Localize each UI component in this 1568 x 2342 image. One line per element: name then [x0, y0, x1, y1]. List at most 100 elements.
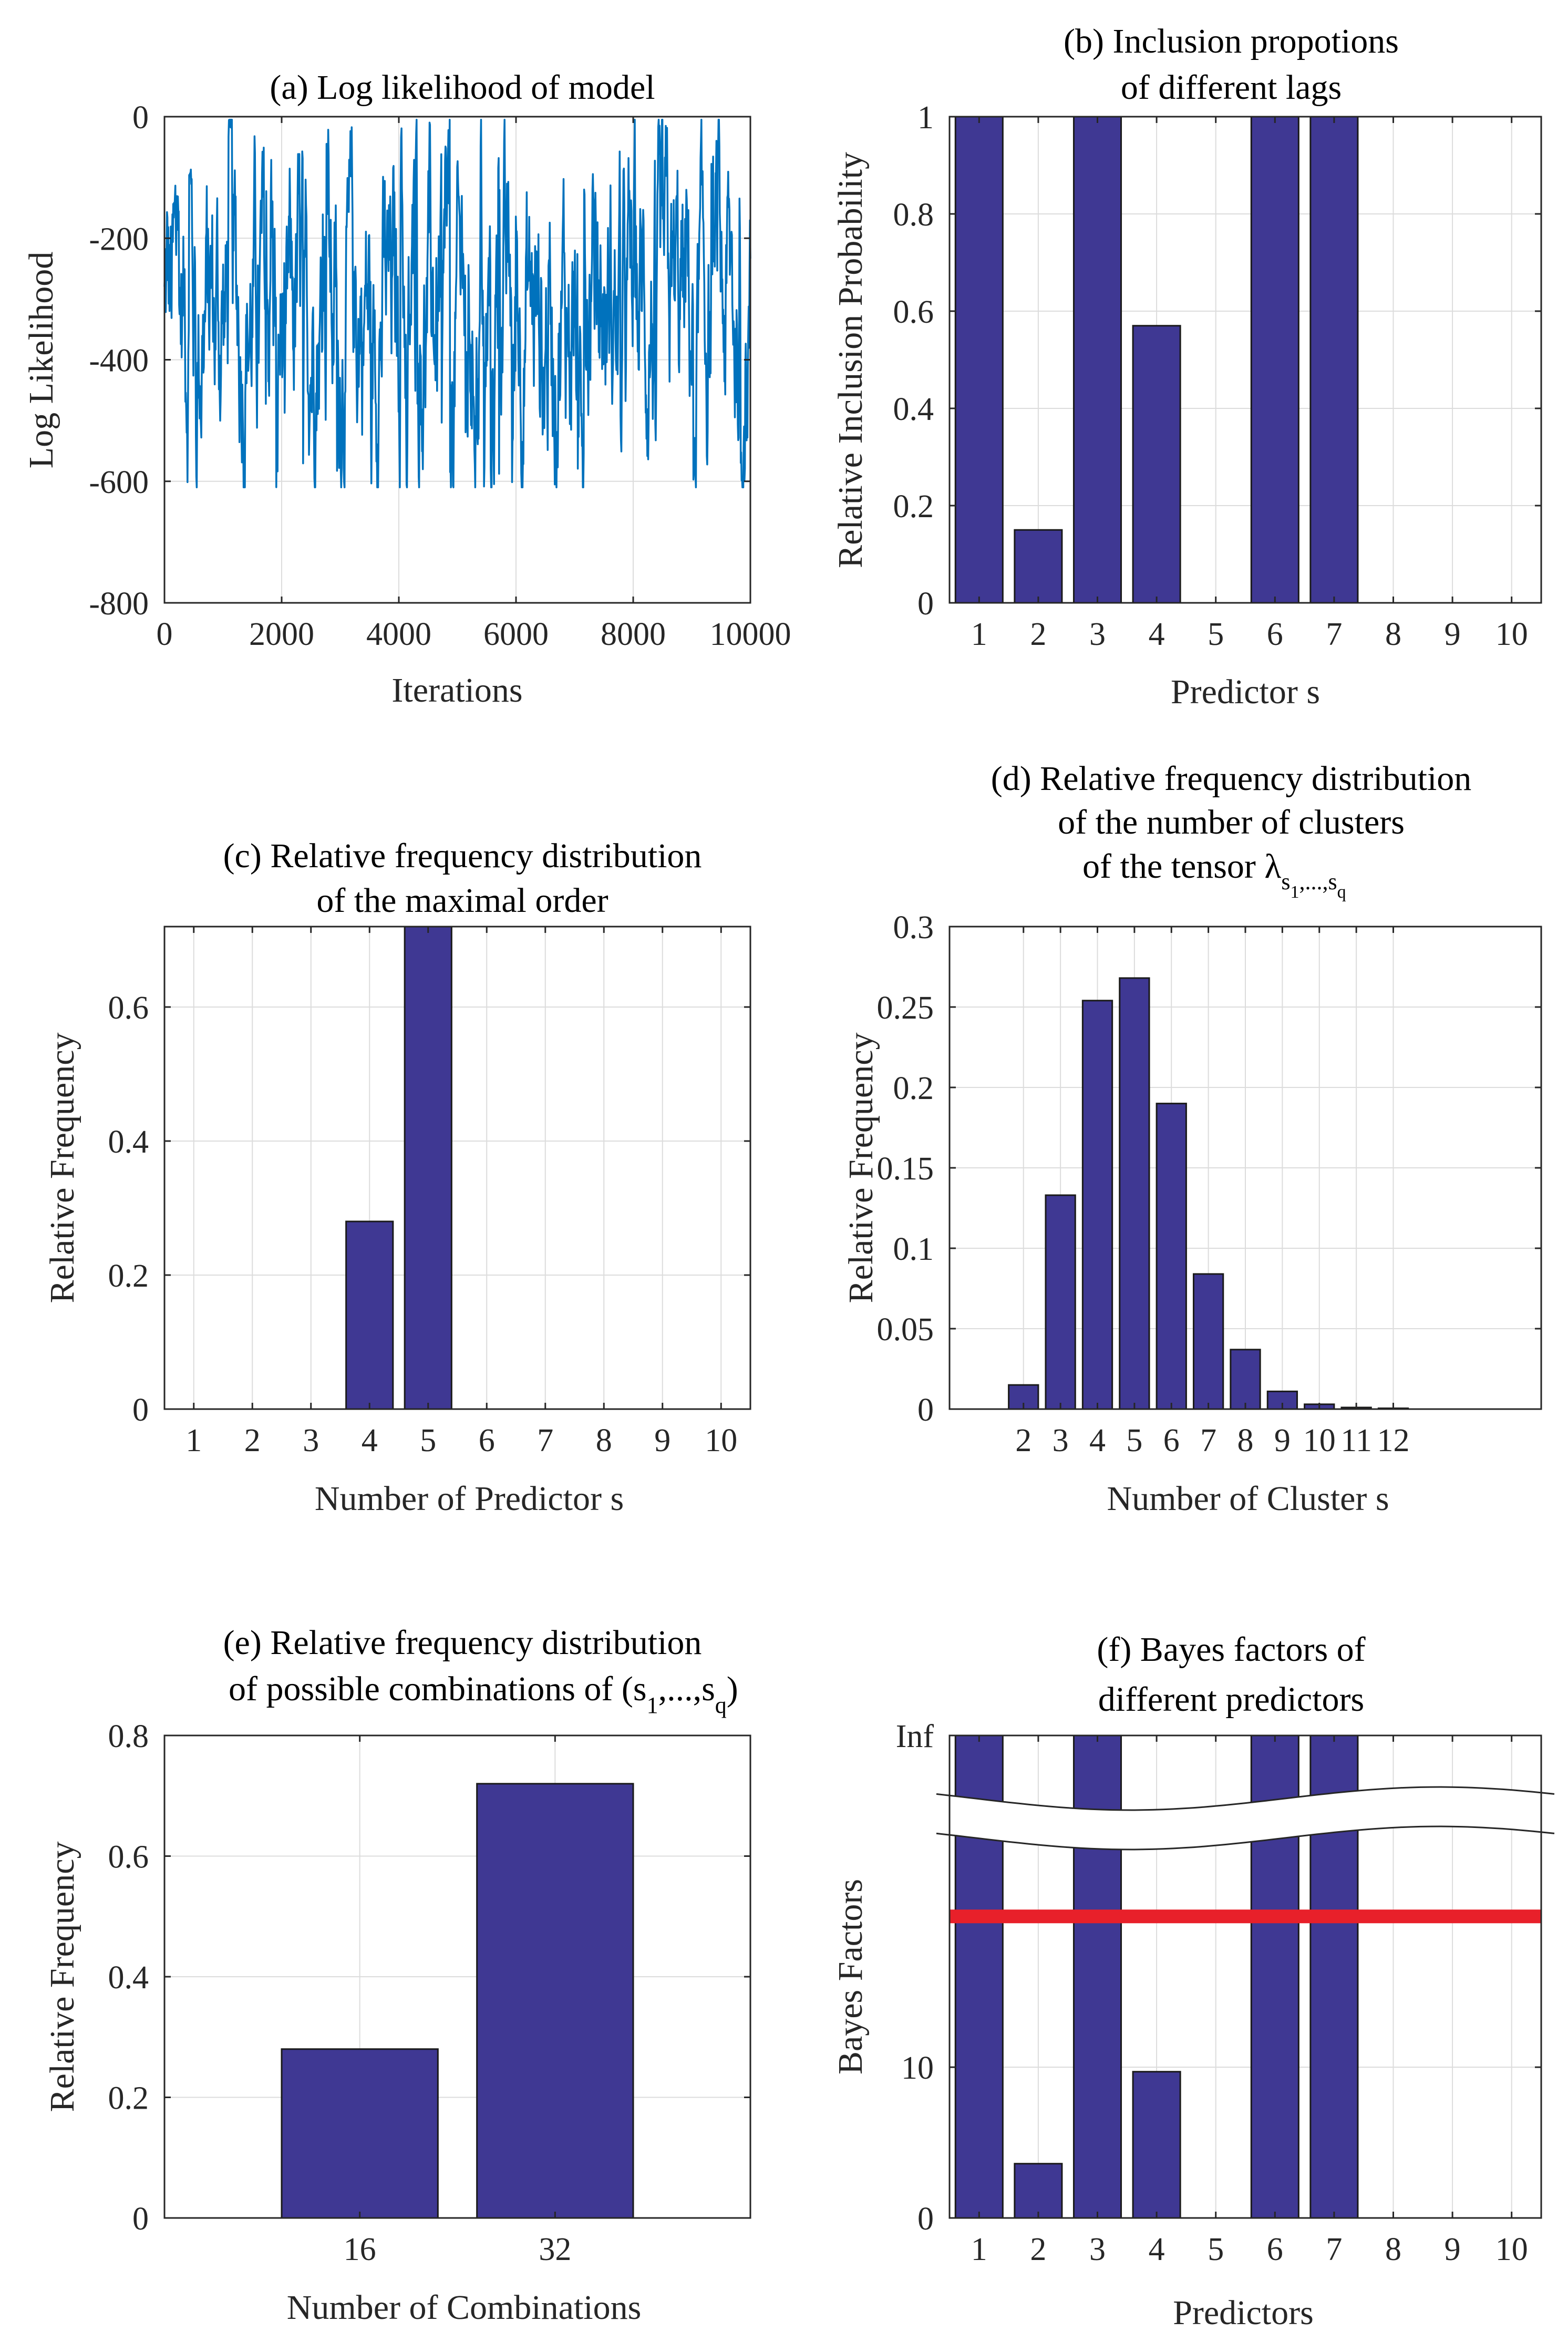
panel-c-ytick-label: 0 — [132, 1392, 149, 1428]
panel-b-axes-box — [948, 116, 1542, 604]
panel-c-xtick-label: 4 — [362, 1423, 378, 1458]
panel-b-ytick-label: 0.4 — [893, 392, 934, 427]
panel-a: (a) Log likelihood of model 0 2000 4000 600… — [22, 68, 791, 710]
panel-f-axis-break-edge-bottom — [936, 1825, 1555, 1851]
panel-d-bar-4 — [1081, 1000, 1113, 1410]
panel-a-ytick-label: -600 — [89, 465, 149, 500]
panel-b-xtick-label: 7 — [1326, 617, 1342, 652]
panel-d-bar-8 — [1230, 1349, 1261, 1410]
panel-c-axes-box — [163, 926, 751, 1410]
panel-d-title-line-1: (d) Relative frequency distribution — [991, 759, 1472, 798]
panel-a-ytick-label: -200 — [89, 221, 149, 257]
panel-f-xtick-label: 3 — [1089, 2232, 1106, 2267]
panel-e-bar-16 — [281, 2048, 439, 2219]
panel-b-ytick-label: 1 — [917, 100, 934, 136]
panel-d-ytick-label: 0.25 — [877, 990, 934, 1026]
panel-d-xlabel: Number of Cluster s — [1107, 1480, 1389, 1518]
panel-c-xtick-label: 6 — [479, 1423, 495, 1458]
panel-f-xtick-label: 5 — [1208, 2232, 1224, 2267]
panel-f-xtick-label: 1 — [971, 2232, 987, 2267]
panel-f-xtick-label: 6 — [1267, 2232, 1283, 2267]
panel-d-ytick-label: 0 — [917, 1392, 934, 1428]
panel-f-title-line-2: different predictors — [1098, 1680, 1364, 1719]
panel-f-xlabel: Predictors — [1173, 2294, 1314, 2332]
panel-c-xtick-label: 2 — [244, 1423, 261, 1458]
panel-c-xtick-label: 7 — [537, 1423, 553, 1458]
panel-b-ytick-label: 0.8 — [893, 197, 934, 233]
panel-d-bar-3 — [1045, 1194, 1076, 1410]
panel-e-title-line-2: of possible combinations of (s1,...,sq) — [229, 1670, 738, 1718]
panel-f-bar-2 — [1014, 2163, 1063, 2219]
panel-b-xtick-label: 4 — [1149, 617, 1165, 652]
panel-f-xtick-label: 7 — [1326, 2232, 1342, 2267]
panel-d-title-line-3: of the tensor λs1,...,sq — [1082, 847, 1346, 902]
panel-d-ytick-label: 0.2 — [893, 1071, 934, 1106]
panel-e-ytick-label: 0 — [132, 2201, 149, 2237]
panel-f-axes-box — [948, 1734, 1542, 2219]
panel-a-xtick-label: 10000 — [710, 617, 791, 652]
panel-f-ylabel: Bayes Factors — [831, 1879, 870, 2074]
panel-b-xtick-label: 10 — [1495, 617, 1528, 652]
panel-a-title: (a) Log likelihood of model — [270, 68, 655, 107]
panel-e-xtick-label: 32 — [539, 2232, 571, 2267]
panel-f-title-line-1: (f) Bayes factors of — [1097, 1630, 1365, 1669]
panel-c-xtick-label: 1 — [185, 1423, 202, 1458]
panel-a-xtick-label: 6000 — [483, 617, 549, 652]
panel-d-ytick-label: 0.15 — [877, 1151, 934, 1187]
panel-b-ytick-label: 0.2 — [893, 489, 934, 525]
panel-c-ytick-label: 0.4 — [108, 1124, 149, 1160]
panel-b-bar-4 — [1132, 325, 1181, 604]
panel-f-xtick-label: 2 — [1030, 2232, 1046, 2267]
panel-e-ylabel: Relative Frequency — [43, 1842, 81, 2112]
panel-b-ytick-label: 0.6 — [893, 294, 934, 330]
panel-b-xtick-label: 6 — [1267, 617, 1283, 652]
panel-f-bar-3 — [1072, 1734, 1122, 2219]
panel-f-axis-break-band — [936, 1787, 1554, 1850]
panel-c-bar-4 — [345, 1220, 394, 1410]
panel-d-ylabel: Relative Frequency — [842, 1033, 880, 1303]
panel-f-bar-4 — [1132, 2071, 1181, 2219]
panel-f-ytick-label: Inf — [896, 1719, 934, 1754]
panel-a-ylabel: Log Likelihood — [22, 252, 60, 468]
panel-a-xtick-label: 2000 — [249, 617, 314, 652]
panel-d-bar-6 — [1156, 1103, 1187, 1410]
panel-d-bar-7 — [1192, 1273, 1224, 1410]
panel-d-ytick-label: 0.1 — [893, 1231, 934, 1267]
panel-e-ytick-label: 0.6 — [108, 1840, 149, 1875]
panel-b-bar-3 — [1072, 116, 1122, 604]
panel-b-xtick-label: 3 — [1089, 617, 1106, 652]
panel-f-axis-break-edge-top — [936, 1786, 1555, 1811]
panel-c-ytick-label: 0.2 — [108, 1258, 149, 1294]
panel-c-bar-5 — [404, 926, 452, 1410]
panel-d-xtick-label: 5 — [1126, 1423, 1142, 1458]
panel-a-ytick-label: -400 — [89, 343, 149, 379]
panel-b-xtick-label: 8 — [1385, 617, 1401, 652]
panel-a-ytick-label: -800 — [89, 586, 149, 622]
panel-b-bar-1 — [954, 116, 1004, 604]
panel-d-xtick-label: 11 — [1340, 1423, 1372, 1458]
panel-c-title-line-2: of the maximal order — [316, 881, 608, 920]
panel-d-xtick-label: 4 — [1089, 1423, 1106, 1458]
panel-c: (c) Relative frequency distribution of t… — [43, 837, 751, 1518]
panel-b-xlabel: Predictor s — [1171, 673, 1320, 711]
panel-e: (e) Relative frequency distribution of p… — [43, 1624, 751, 2327]
panel-f-ytick-label: 10 — [901, 2050, 934, 2086]
panel-d-ytick-label: 0.3 — [893, 910, 934, 946]
panel-c-ytick-label: 0.6 — [108, 990, 149, 1026]
panel-d: (d) Relative frequency distribution of t… — [842, 759, 1542, 1518]
panel-d-ytick-label: 0.05 — [877, 1312, 934, 1348]
panel-b-bar-6 — [1250, 116, 1299, 604]
panel-e-ytick-label: 0.8 — [108, 1719, 149, 1754]
panel-d-xtick-label: 12 — [1377, 1423, 1410, 1458]
panel-c-ylabel: Relative Frequency — [43, 1033, 81, 1303]
panel-e-ytick-label: 0.2 — [108, 2081, 149, 2117]
panel-e-xlabel: Number of Combinations — [287, 2288, 642, 2327]
panel-e-bar-32 — [476, 1783, 634, 2219]
panel-f-ytick-label: 0 — [917, 2201, 934, 2237]
panel-e-title-line-1: (e) Relative frequency distribution — [223, 1624, 702, 1662]
panel-d-xtick-label: 3 — [1053, 1423, 1069, 1458]
panel-b-bar-7 — [1309, 116, 1359, 604]
panel-d-xtick-label: 8 — [1237, 1423, 1254, 1458]
panel-d-xtick-label: 9 — [1274, 1423, 1291, 1458]
